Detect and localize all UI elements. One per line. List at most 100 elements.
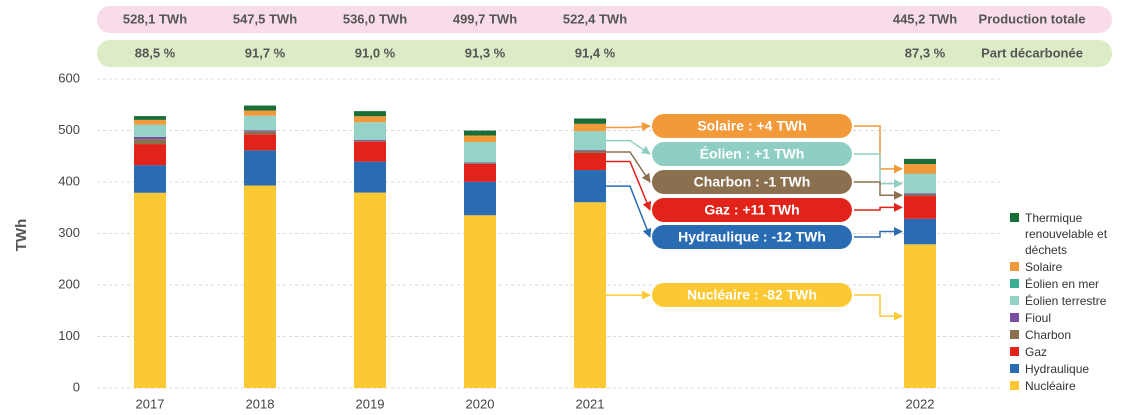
y-tick-label: 0	[73, 379, 80, 394]
bar-segment	[244, 131, 276, 135]
bar-segment	[904, 218, 936, 245]
x-tick-label: 2020	[466, 396, 495, 411]
bar-segment	[354, 111, 386, 117]
header-value: 91,4 %	[575, 45, 616, 60]
bar-segment	[574, 131, 606, 151]
legend-item: Nucléaire	[1010, 378, 1120, 394]
header-value: 528,1 TWh	[123, 11, 187, 26]
annotation-arrow	[854, 202, 903, 212]
bar-segment	[574, 123, 606, 132]
bar-segment	[244, 185, 276, 388]
bar-segment	[574, 152, 606, 171]
bar-segment	[244, 110, 276, 116]
bar-segment	[134, 165, 166, 193]
annotation-arrow	[606, 122, 651, 132]
bar-segment	[464, 130, 496, 136]
bar-segment	[134, 144, 166, 166]
legend-item: Thermique renouvelable et déchets	[1010, 210, 1120, 258]
legend-item: Éolien terrestre	[1010, 293, 1120, 309]
bar-segment	[904, 164, 936, 174]
header-band	[97, 40, 1112, 67]
y-axis-label: TWh	[13, 219, 30, 251]
x-tick-label: 2022	[906, 396, 935, 411]
y-tick-label: 400	[58, 173, 80, 188]
header-label: Part décarbonée	[981, 45, 1083, 60]
header-value: 445,2 TWh	[893, 11, 957, 26]
legend-label: Thermique renouvelable et déchets	[1025, 211, 1108, 257]
annotation-text: Gaz : +11 TWh	[704, 202, 799, 218]
annotation-pill	[652, 198, 852, 222]
legend-label: Éolien en mer	[1025, 277, 1100, 291]
annotation-text: Nucléaire : -82 TWh	[687, 287, 817, 303]
legend-label: Nucléaire	[1025, 379, 1076, 393]
bar-segment	[134, 116, 166, 120]
bar-segment	[134, 119, 166, 125]
bar-segment	[354, 139, 386, 141]
bar-segment	[574, 118, 606, 124]
header-value: 536,0 TWh	[343, 11, 407, 26]
bar-segment	[464, 163, 496, 164]
bar-segment	[354, 116, 386, 123]
annotation-arrow	[854, 294, 903, 321]
bar-segment	[134, 139, 166, 145]
header-value: 547,5 TWh	[233, 11, 297, 26]
legend-label: Fioul	[1025, 311, 1052, 325]
header-value: 91,7 %	[245, 45, 286, 60]
y-tick-label: 200	[58, 276, 80, 291]
bar-segment	[244, 130, 276, 132]
legend-swatch	[1010, 262, 1019, 271]
bar-segment	[244, 150, 276, 186]
legend-swatch	[1010, 313, 1019, 322]
legend-swatch	[1010, 279, 1019, 288]
bar-segment	[354, 141, 386, 162]
annotation-pill	[652, 283, 852, 307]
legend-swatch	[1010, 213, 1019, 222]
annotation-arrow	[854, 125, 903, 174]
bar-segment	[464, 135, 496, 142]
bar-segment	[134, 136, 166, 140]
bar-segment	[464, 141, 496, 163]
annotation-text: Solaire : +4 TWh	[697, 118, 806, 134]
annotation-pill	[652, 170, 852, 194]
y-tick-label: 100	[58, 328, 80, 343]
legend-swatch	[1010, 381, 1019, 390]
bar-segment	[904, 244, 936, 388]
x-tick-label: 2017	[136, 396, 165, 411]
annotation-text: Hydraulique : -12 TWh	[678, 229, 826, 245]
legend-label: Solaire	[1025, 260, 1063, 274]
legend-label: Gaz	[1025, 345, 1048, 359]
legend-swatch	[1010, 347, 1019, 356]
annotation-arrow	[606, 151, 651, 183]
legend-item: Solaire	[1010, 259, 1120, 275]
bar-segment	[354, 192, 386, 388]
legend-swatch	[1010, 364, 1019, 373]
annotation-pill	[652, 142, 852, 166]
bar-segment	[904, 193, 936, 195]
bar-segment	[464, 181, 496, 216]
annotation-arrow	[606, 185, 652, 238]
annotation-arrow	[854, 153, 903, 189]
header-value: 499,7 TWh	[453, 11, 517, 26]
legend-item: Charbon	[1010, 327, 1120, 343]
annotation-arrow	[854, 227, 903, 238]
annotation-arrow	[606, 139, 651, 155]
bar-segment	[574, 170, 606, 203]
bar-segment	[244, 115, 276, 131]
annotation-pill	[652, 114, 852, 138]
legend: Thermique renouvelable et déchets Solaire…	[1010, 210, 1120, 395]
legend-item: Gaz	[1010, 344, 1120, 360]
bar-segment	[354, 140, 386, 142]
x-tick-label: 2019	[356, 396, 385, 411]
header-value: 87,3 %	[905, 45, 946, 60]
bar-segment	[464, 163, 496, 182]
header-value: 88,5 %	[135, 45, 176, 60]
legend-swatch	[1010, 330, 1019, 339]
header-label: Production totale	[979, 11, 1086, 26]
bar-segment	[574, 150, 606, 153]
y-tick-label: 600	[58, 70, 80, 85]
header-value: 91,0 %	[355, 45, 396, 60]
bar-segment	[574, 150, 606, 151]
legend-item: Hydraulique	[1010, 361, 1120, 377]
